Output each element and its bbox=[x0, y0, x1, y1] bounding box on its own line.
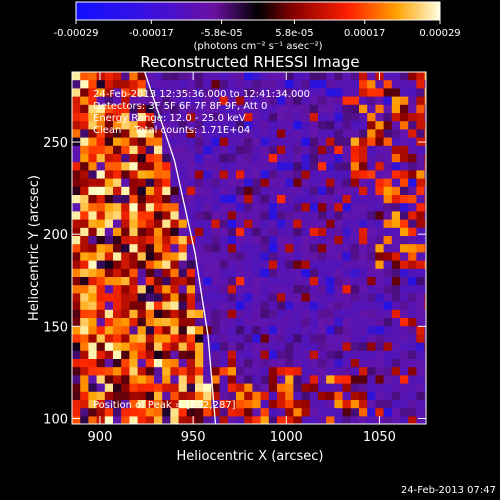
energy-range-annotation: Energy Range: 12.0 - 25.0 keV bbox=[93, 113, 246, 124]
colorbar-tick-label: -5.8e-05 bbox=[201, 28, 243, 39]
colorbar-tick-label: 0.00029 bbox=[419, 28, 460, 39]
y-axis-label: Heliocentric Y (arcsec) bbox=[27, 175, 42, 321]
colorbar-tick-label: 0.00017 bbox=[344, 28, 385, 39]
colorbar-tick-label: -0.00029 bbox=[54, 28, 99, 39]
x-tick-label: 1000 bbox=[270, 430, 303, 445]
x-tick-label: 950 bbox=[181, 430, 206, 445]
y-tick-label: 150 bbox=[43, 320, 68, 335]
peak-position-annotation: Position of Peak = [892,287] bbox=[93, 400, 236, 411]
axis-ticks: 900 950 1000 1050 100 150 200 250 bbox=[43, 72, 426, 445]
colorbar-tick-label: -0.00017 bbox=[129, 28, 174, 39]
x-tick-label: 1050 bbox=[363, 430, 396, 445]
x-tick-label: 900 bbox=[88, 430, 113, 445]
colorbar bbox=[75, 1, 441, 21]
chart-title: Reconstructed RHESSI Image bbox=[140, 53, 359, 71]
colorbar-ticks: -0.00029 -0.00017 -5.8e-05 5.8e-05 0.00017 0.… bbox=[54, 20, 461, 39]
plot-frame bbox=[71, 71, 427, 425]
y-tick-label: 250 bbox=[43, 136, 68, 151]
generation-timestamp: 24-Feb-2013 07:47 bbox=[401, 485, 496, 496]
colorbar-tick-label: 5.8e-05 bbox=[275, 28, 313, 39]
solar-limb-curve bbox=[144, 72, 217, 424]
colorbar-units-label: (photons cm⁻² s⁻¹ asec⁻²) bbox=[193, 41, 322, 52]
y-tick-label: 200 bbox=[43, 228, 68, 243]
time-range-annotation: 24-Feb-2013 12:35:36.000 to 12:41:34.000 bbox=[93, 89, 310, 100]
y-tick-label: 100 bbox=[43, 412, 68, 427]
algorithm-annotation: Clean Total counts: 1.71E+04 bbox=[93, 125, 250, 136]
x-axis-label: Heliocentric X (arcsec) bbox=[177, 449, 324, 464]
detectors-annotation: Detectors: 3F 5F 6F 7F 8F 9F, Att 0 bbox=[93, 101, 267, 112]
